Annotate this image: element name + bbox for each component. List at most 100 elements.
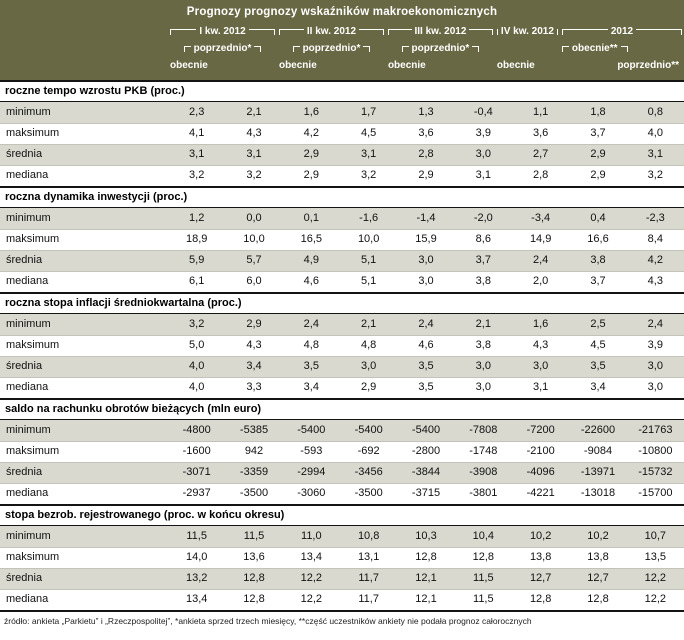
value-cell: 2,9 [246,318,262,330]
value-cell: -2,0 [473,212,493,224]
table-row: maksimum 18,9 10,0 16,5 10,0 15,9 8,6 14,9 16,6 8… [0,229,684,250]
bracket-left-icon [183,46,191,52]
column-group-q3: III kw. 2012 [386,25,495,42]
table-row: średnia 4,0 3,4 3,5 3,0 3,5 3,0 3,0 3,5 3,0 [0,356,684,377]
bracket-left-icon [401,46,409,52]
value-cell: 4,3 [533,339,549,351]
value-cell: 14,0 [185,551,208,563]
row-label: średnia [6,572,43,584]
value-cell: 13,6 [243,551,265,563]
value-cell: 13,8 [587,551,609,563]
value-cell: 11,0 [301,530,322,542]
table-row: mediana 4,0 3,3 3,4 2,9 3,5 3,0 3,1 3,4 3,0 [0,377,684,398]
value-cell: 13,5 [644,551,667,563]
table-row: maksimum 5,0 4,3 4,8 4,8 4,6 3,8 4,3 4,5 3,9 [0,335,684,356]
value-cell: 3,1 [189,148,205,160]
value-cell: 1,8 [590,106,606,118]
value-cell: 18,9 [185,233,208,245]
value-cell: 1,3 [418,106,434,118]
value-cell: 11,7 [358,572,379,584]
value-cell: 3,8 [475,339,491,351]
value-cell: 12,2 [300,593,323,605]
value-cell: -3801 [469,487,498,499]
table-row: maksimum -1600 942 -593 -692 -2800 -1748 -2100 -… [0,441,684,462]
value-cell: 2,1 [246,106,262,118]
value-cell: 3,4 [303,381,319,393]
value-cell: 3,7 [590,275,606,287]
bracket-left-icon [561,46,569,52]
value-cell: 2,8 [533,169,549,181]
value-cell: 3,3 [246,381,262,393]
value-cell: 0,1 [303,212,319,224]
value-cell: -1748 [469,445,498,457]
value-cell: 4,6 [418,339,434,351]
value-cell: 1,6 [533,318,549,330]
value-cell: 12,1 [415,593,437,605]
value-cell: 10,2 [529,530,552,542]
bracket-right-icon [248,29,275,35]
value-cell: 12,2 [644,593,667,605]
value-cell: 3,2 [189,169,205,181]
value-cell: -4800 [182,424,211,436]
value-cell: 12,8 [472,551,495,563]
table-row: maksimum 14,0 13,6 13,4 13,1 12,8 12,8 13,8 13,8… [0,547,684,568]
value-cell: 15,9 [415,233,437,245]
subheader-label: poprzednio* [411,43,470,54]
value-cell: 0,4 [590,212,606,224]
subheader-q1-current: obecnie [170,60,208,71]
column-group-q4: IV kw. 2012 [495,25,560,42]
subheader-q4-current: obecnie [496,60,535,71]
value-cell: 10,4 [472,530,495,542]
value-cell: 3,5 [418,360,434,372]
value-cell: 2,4 [533,254,549,266]
value-cell: 6,1 [189,275,205,287]
subheader-label: poprzednio* [193,43,252,54]
value-cell: 10,0 [243,233,265,245]
table-row: średnia 5,9 5,7 4,9 5,1 3,0 3,7 2,4 3,8 4,2 [0,250,684,271]
value-cell: 3,1 [647,148,663,160]
value-cell: -3359 [239,466,269,478]
bracket-left-icon [278,29,304,35]
value-cell: 4,9 [303,254,319,266]
value-cell: 10,2 [587,530,609,542]
value-cell: 4,2 [647,254,663,266]
value-cell: -7808 [469,424,498,436]
value-cell: 3,2 [189,318,205,330]
subheader-q1-previous: poprzednio* [168,42,277,58]
value-cell: -1,4 [416,212,436,224]
value-cell: 2,1 [361,318,377,330]
column-group-q1: I kw. 2012 [168,25,277,42]
value-cell: 4,2 [303,127,319,139]
value-cell: 12,7 [529,572,552,584]
value-cell: 2,9 [303,169,319,181]
subheader-label: poprzednio* [302,43,361,54]
value-cell: 16,5 [300,233,323,245]
value-cell: -9084 [583,445,613,457]
bracket-right-icon [359,29,384,35]
value-cell: 11,5 [473,572,494,584]
value-cell: 12,8 [243,572,265,584]
value-cell: 2,4 [418,318,434,330]
table-row: minimum 11,5 11,5 11,0 10,8 10,3 10,4 10,2 10,2 1… [0,526,684,547]
value-cell: -10800 [638,445,673,457]
row-label: minimum [6,212,51,224]
value-cell: 2,3 [189,106,205,118]
value-cell: 3,0 [418,254,434,266]
value-cell: 3,4 [246,360,262,372]
value-cell: 3,0 [361,360,377,372]
bracket-left-icon [496,29,498,35]
subheader-q2-previous: poprzednio* [277,42,386,58]
value-cell: 4,0 [189,381,205,393]
value-cell: -7200 [526,424,555,436]
row-label: maksimum [6,445,60,457]
value-cell: 3,2 [246,169,262,181]
value-cell: 2,4 [303,318,319,330]
row-label: mediana [6,275,49,287]
value-cell: 12,2 [300,572,323,584]
value-cell: 3,6 [533,127,549,139]
row-label: mediana [6,381,49,393]
value-cell: 4,1 [189,127,205,139]
table-row: minimum 2,3 2,1 1,6 1,7 1,3 -0,4 1,1 1,8 0,8 [0,102,684,123]
table-row: średnia 13,2 12,8 12,2 11,7 12,1 11,5 12,7 12,7 1… [0,568,684,589]
